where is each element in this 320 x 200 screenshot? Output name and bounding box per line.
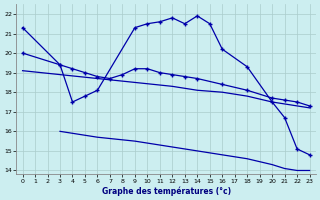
X-axis label: Graphe des températures (°c): Graphe des températures (°c) <box>101 186 231 196</box>
